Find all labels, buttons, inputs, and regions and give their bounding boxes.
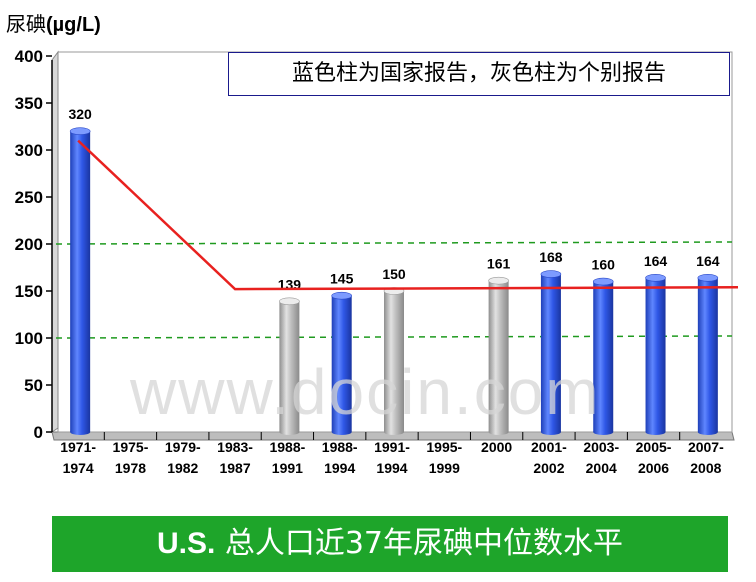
- x-tick-label: 1974: [63, 460, 94, 476]
- x-tick-label: 2007-: [688, 439, 724, 455]
- x-tick-label: 2006: [638, 460, 669, 476]
- x-tick-label: 2002: [533, 460, 564, 476]
- bar-top: [645, 274, 666, 282]
- x-tick-label: 1991: [272, 460, 303, 476]
- bar-national: [697, 277, 718, 432]
- bar-individual: [384, 291, 404, 432]
- bar-base: [540, 429, 561, 435]
- bar-top: [540, 270, 562, 278]
- y-tick-label: 350: [15, 94, 43, 113]
- bar-base: [384, 429, 404, 435]
- y-tick-label: 150: [15, 282, 43, 301]
- bar-base: [593, 429, 614, 435]
- x-tick-label: 1995-: [426, 439, 462, 455]
- x-tick-label: 1999: [429, 460, 460, 476]
- bar-national: [331, 295, 352, 432]
- bar-base: [645, 429, 666, 435]
- x-tick-label: 1983-: [217, 439, 253, 455]
- x-tick-label: 2001-: [531, 439, 567, 455]
- y-tick-label: 300: [15, 141, 43, 160]
- data-label: 161: [487, 256, 511, 272]
- x-tick-label: 1987: [219, 460, 250, 476]
- y-tick-label: 0: [34, 423, 43, 442]
- data-label: 150: [382, 266, 406, 282]
- bar-individual: [488, 280, 509, 432]
- data-label: 160: [592, 257, 616, 273]
- data-label: 164: [696, 253, 720, 269]
- bar-national: [645, 277, 666, 432]
- bar-base: [697, 429, 718, 435]
- y-tick-label: 50: [24, 376, 43, 395]
- y-axis-label: 尿碘(µg/L): [6, 12, 101, 36]
- bar-base: [279, 429, 300, 435]
- x-tick-label: 1988-: [322, 439, 358, 455]
- reference-line: [55, 335, 733, 339]
- y-tick-label: 400: [15, 47, 43, 66]
- trend-line: [77, 139, 739, 291]
- bar-top: [331, 291, 352, 300]
- x-tick-label: 1991-: [374, 439, 410, 455]
- bar-top: [279, 297, 300, 306]
- x-tick-label: 2008: [690, 460, 721, 476]
- x-tick-label: 2000: [481, 439, 512, 455]
- x-tick-label: 2004: [586, 460, 617, 476]
- data-label: 168: [539, 249, 563, 265]
- title-us: U.S.: [156, 527, 216, 560]
- data-label: 164: [644, 253, 668, 269]
- x-tick-label: 1982: [167, 460, 198, 476]
- y-tick-label: 250: [15, 188, 43, 207]
- chart-title-banner: U.S. 总人口近37年尿碘中位数水平: [52, 516, 728, 572]
- bar-top: [69, 127, 91, 135]
- legend-box: 蓝色柱为国家报告，灰色柱为个别报告: [228, 52, 730, 96]
- x-tick-label: 1994: [324, 460, 355, 476]
- bar-base: [331, 429, 352, 435]
- bar-base: [488, 429, 509, 435]
- bar-top: [697, 274, 719, 282]
- data-label: 145: [330, 271, 354, 287]
- x-tick-label: 1975-: [113, 439, 149, 455]
- data-label: 320: [68, 106, 92, 122]
- x-tick-label: 1988-: [269, 439, 305, 455]
- reference-line: [55, 241, 733, 245]
- x-tick-label: 1994: [376, 460, 407, 476]
- x-tick-label: 1979-: [165, 439, 201, 455]
- bar-top: [488, 276, 509, 285]
- y-tick-label: 100: [15, 329, 43, 348]
- bar-national: [593, 281, 614, 432]
- x-tick-label: 1978: [115, 460, 146, 476]
- x-tick-label: 2005-: [636, 439, 672, 455]
- bar-top: [592, 277, 614, 286]
- x-tick-label: 1971-: [60, 439, 96, 455]
- title-rest: 总人口近37年尿碘中位数水平: [215, 526, 624, 561]
- bar-base: [70, 429, 91, 435]
- chart-side-wall: [51, 50, 59, 433]
- bar-national: [70, 131, 91, 432]
- y-tick-label: 200: [15, 235, 43, 254]
- x-tick-label: 2003-: [583, 439, 619, 455]
- bar-national: [540, 274, 561, 432]
- bar-individual: [279, 301, 300, 432]
